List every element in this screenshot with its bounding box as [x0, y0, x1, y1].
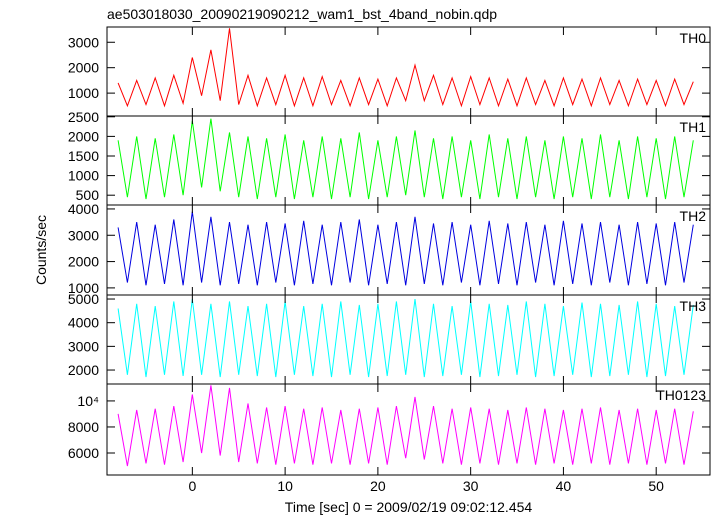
panel-label: TH2 — [680, 208, 707, 224]
x-tick-label: 40 — [556, 478, 572, 494]
y-tick-label: 10⁴ — [77, 393, 99, 409]
light-curve — [117, 211, 694, 286]
y-tick-label: 8000 — [68, 419, 99, 435]
panel-frame — [106, 26, 711, 117]
y-tick-label: 1000 — [68, 85, 99, 101]
panel-label: TH0123 — [656, 387, 706, 403]
y-tick-label: 1000 — [68, 280, 99, 296]
panel-label: TH1 — [680, 119, 707, 135]
x-axis-label: Time [sec] 0 = 2009/02/19 09:02:12.454 — [285, 499, 533, 515]
light-curve — [117, 298, 694, 378]
light-curve — [117, 385, 694, 467]
y-tick-label: 2000 — [68, 254, 99, 270]
y-tick-label: 1500 — [68, 148, 99, 164]
panel-label: TH0 — [680, 30, 707, 46]
light-curve — [117, 28, 694, 108]
y-tick-label: 3000 — [68, 34, 99, 50]
y-tick-label: 4000 — [68, 315, 99, 331]
x-tick-label: 20 — [370, 478, 386, 494]
y-tick-label: 2500 — [68, 109, 99, 125]
y-tick-label: 1000 — [68, 168, 99, 184]
panel-label: TH3 — [680, 298, 707, 314]
y-tick-label: 6000 — [68, 445, 99, 461]
y-tick-label: 3000 — [68, 227, 99, 243]
light-curve — [117, 118, 694, 200]
x-tick-label: 30 — [463, 478, 479, 494]
x-tick-label: 10 — [277, 478, 293, 494]
y-tick-label: 2000 — [68, 60, 99, 76]
y-tick-label: 4000 — [68, 201, 99, 217]
chart-title: ae503018030_20090219090212_wam1_bst_4ban… — [107, 6, 497, 22]
y-tick-label: 2000 — [68, 128, 99, 144]
panel-frame — [106, 383, 711, 476]
y-tick-label: 3000 — [68, 338, 99, 354]
y-tick-label: 2000 — [68, 362, 99, 378]
y-tick-label: 500 — [76, 187, 100, 203]
y-tick-label: 5000 — [68, 291, 99, 307]
x-tick-label: 0 — [188, 478, 196, 494]
y-axis-label: Counts/sec — [33, 215, 49, 285]
x-tick-label: 50 — [648, 478, 664, 494]
